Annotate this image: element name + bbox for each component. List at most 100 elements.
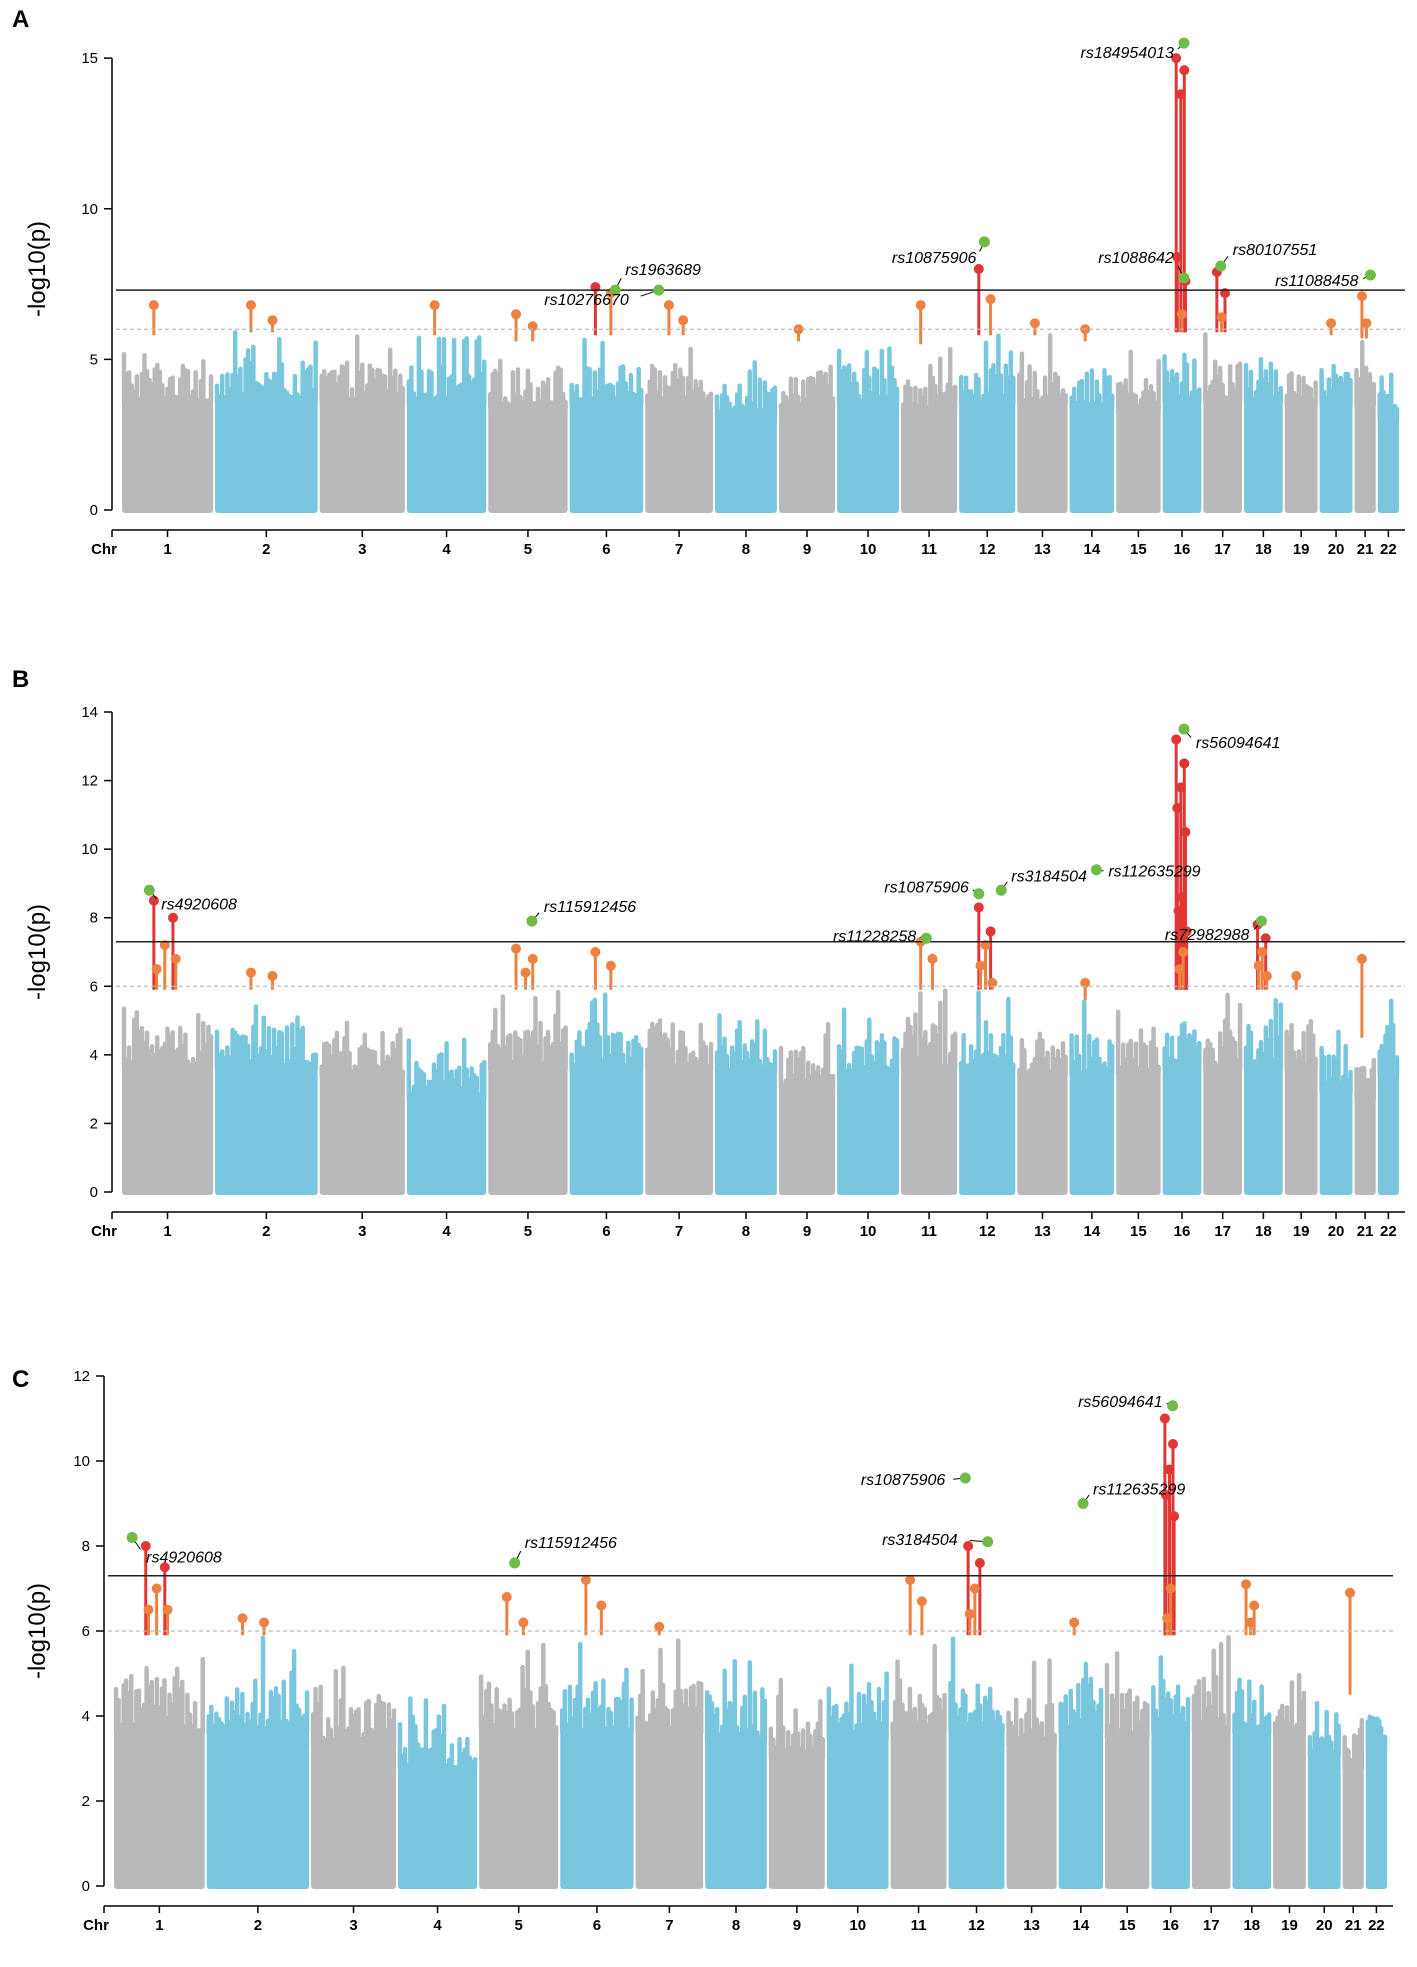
x-tick-label: 20	[1328, 1223, 1345, 1240]
x-tick-label: 5	[524, 541, 532, 558]
chromosome-3-points	[319, 1020, 406, 1195]
x-tick-label: 5	[515, 1917, 523, 1934]
snp-annotation-label: rs1088642	[1098, 250, 1174, 267]
snp-annotation-label: rs184954013	[1081, 45, 1175, 62]
peak-18-point	[1253, 960, 1264, 971]
chromosome-1-body	[122, 401, 214, 513]
chromosome-12-body	[959, 401, 1016, 513]
snp-annotation-label: rs1963689	[625, 262, 701, 279]
chromosome-12-body	[959, 1066, 1016, 1195]
x-tick-label: 22	[1380, 1223, 1397, 1240]
x-tick-label: 3	[358, 541, 366, 558]
peak-2-point	[245, 967, 256, 978]
y-tick-label: 0	[82, 1878, 90, 1895]
chromosome-10-points	[836, 346, 900, 513]
chromosome-14-body	[1058, 1730, 1104, 1889]
chromosome-16-body	[1162, 1066, 1202, 1195]
panel-b: B 0 2 4 6 8 10 12 14 -log10(p) Chr 1 2 3 4 5 6 7 8 9 10 11 12…	[0, 660, 1417, 1300]
chromosome-5-body	[488, 1066, 568, 1195]
chromosome-20-points	[1319, 1029, 1353, 1195]
x-tick-label: 9	[803, 541, 811, 558]
snp-annotation-label: rs115912456	[525, 1535, 617, 1552]
snp-annotation-label: rs10875906	[892, 250, 977, 267]
lead-snp-point	[653, 284, 665, 296]
x-tick-label: 4	[442, 1223, 451, 1240]
peak-5-point	[527, 953, 538, 964]
chromosome-21-points	[1354, 291, 1376, 513]
chromosome-20-points	[1319, 318, 1353, 513]
peak-7-point	[678, 315, 689, 326]
chromosome-13-body	[1017, 401, 1068, 513]
x-tick-label: 10	[860, 541, 877, 558]
peak-16-point	[1164, 1464, 1175, 1475]
chromosome-4-body	[406, 401, 487, 513]
peak-6-point	[596, 1600, 607, 1611]
x-tick-label: 19	[1281, 1917, 1298, 1934]
lead-snp-point	[143, 884, 155, 896]
chromosome-8-body	[714, 1070, 777, 1195]
lead-snp-point	[959, 1472, 971, 1484]
x-tick-label: 11	[911, 1917, 927, 1934]
snp-annotation-label: rs56094641	[1196, 735, 1281, 752]
peak-5-point	[518, 1617, 529, 1628]
chromosome-18-body	[1244, 1066, 1283, 1195]
chromosome-10-points	[836, 1007, 900, 1195]
snp-annotation-label: rs11088458	[1275, 273, 1358, 290]
chromosome-11-points	[900, 936, 958, 1195]
x-tick-label: 7	[665, 1917, 673, 1934]
peak-1-point	[140, 1541, 151, 1551]
chromosome-3-points	[310, 1665, 397, 1889]
peak-1-point	[148, 895, 159, 906]
snp-annotation-label: rs10875906	[884, 880, 969, 897]
x-tick-label: 2	[262, 541, 270, 558]
chromosome-16-points	[1151, 1413, 1191, 1889]
chromosome-14-points	[1058, 1617, 1104, 1889]
chromosome-11-body	[901, 407, 958, 513]
peak-12-point	[969, 1583, 980, 1594]
lead-snp-point	[1178, 37, 1190, 49]
chromosome-2-body	[215, 1066, 318, 1195]
chromosome-8-body	[705, 1738, 767, 1889]
peak-12-point	[973, 902, 984, 913]
chromosome-7-points	[644, 300, 714, 513]
peak-1-point	[151, 1583, 162, 1594]
peak-16-point	[1172, 251, 1183, 262]
chromosome-17-body	[1203, 1068, 1243, 1195]
lead-snp-point	[1178, 723, 1190, 735]
x-tick-label: 4	[442, 541, 451, 558]
chromosome-7-body	[635, 1730, 704, 1889]
x-tick-label: 9	[793, 1917, 801, 1934]
lead-snp-point	[526, 915, 538, 927]
snp-annotation-label: rs72982988	[1165, 927, 1250, 944]
chromosome-21-points	[1354, 953, 1376, 1195]
peak-1-point	[162, 1604, 173, 1615]
x-tick-label: 14	[1072, 1917, 1089, 1934]
peak-1-point	[151, 964, 162, 975]
chromosome-13-body	[1006, 1743, 1057, 1889]
peak-12-point	[964, 1609, 975, 1619]
peak-16-point	[1180, 827, 1191, 837]
lead-snp-point	[1364, 269, 1376, 281]
chromosome-13-points	[1017, 1031, 1068, 1195]
chromosome-9-points	[768, 1677, 826, 1889]
chromosome-22-points	[1365, 1714, 1388, 1889]
chromosome-3-body	[311, 1746, 396, 1889]
x-tick-label: 18	[1255, 541, 1272, 558]
chromosome-12-body	[948, 1730, 1005, 1889]
peak-12-point	[985, 294, 996, 305]
chromosome-11-body	[901, 1066, 958, 1195]
chromosome-9-body	[778, 405, 836, 513]
peak-1-point	[159, 940, 170, 951]
chromosome-18-points	[1243, 356, 1283, 513]
chromosome-12-points	[948, 1541, 1005, 1889]
chromosome-19-body	[1284, 1066, 1318, 1195]
peak-16-point	[1161, 1490, 1172, 1500]
chromosome-19-points	[1284, 371, 1318, 513]
y-axis-label: -log10(p)	[24, 1583, 51, 1679]
chromosome-11-body	[890, 1730, 947, 1889]
x-tick-label: 8	[732, 1917, 740, 1934]
peak-16-point	[1165, 1583, 1176, 1594]
chromosome-2-points	[206, 1613, 310, 1889]
peak-12-point	[980, 940, 991, 951]
